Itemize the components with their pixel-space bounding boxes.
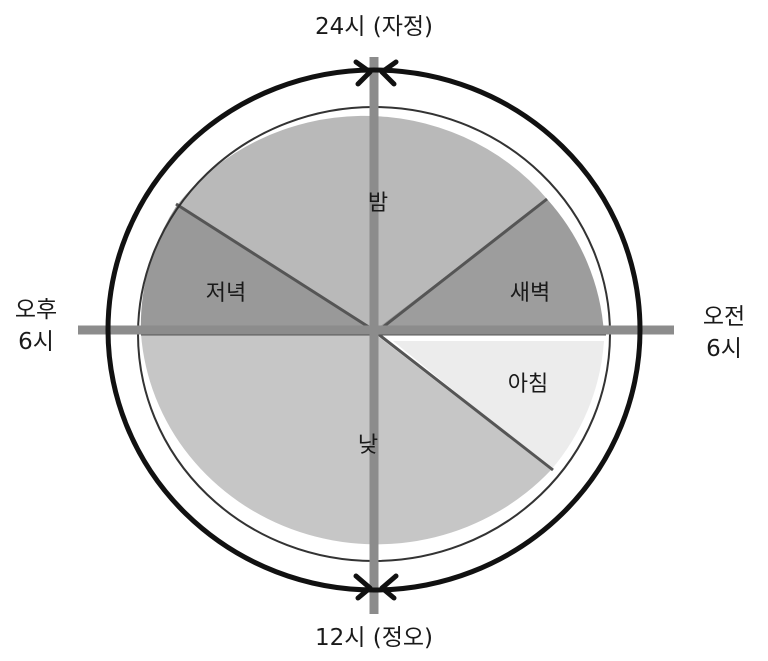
segment-label-evening: 저녁 <box>206 281 246 306</box>
bottom-right-arrowhead <box>379 573 399 601</box>
segment-label-night: 밤 <box>368 191 388 216</box>
bottom-time-label: 12시 (정오) <box>315 625 433 651</box>
outer-ring <box>105 67 643 593</box>
ring-arrows <box>353 59 399 601</box>
time-axes <box>78 57 674 614</box>
top-left-arrowhead <box>353 59 373 87</box>
segment-label-day: 낮 <box>358 433 378 458</box>
segment-day <box>141 334 551 545</box>
left-time-label-line2: 6시 <box>18 329 54 355</box>
bottom-left-arrowhead <box>353 573 373 601</box>
segment-night <box>177 115 547 330</box>
segment-label-dawn: 새벽 <box>510 281 550 306</box>
top-time-label: 24시 (자정) <box>315 14 433 40</box>
top-right-arrowhead <box>379 59 399 87</box>
left-time-label-line1: 오후 <box>15 297 57 323</box>
segment-morning <box>393 341 604 470</box>
segment-evening <box>140 205 375 334</box>
right-time-label-line1: 오전 <box>703 304 745 330</box>
right-time-label-line2: 6시 <box>706 336 742 362</box>
segment-dawn <box>375 199 604 334</box>
segment-label-morning: 아침 <box>508 372 548 397</box>
